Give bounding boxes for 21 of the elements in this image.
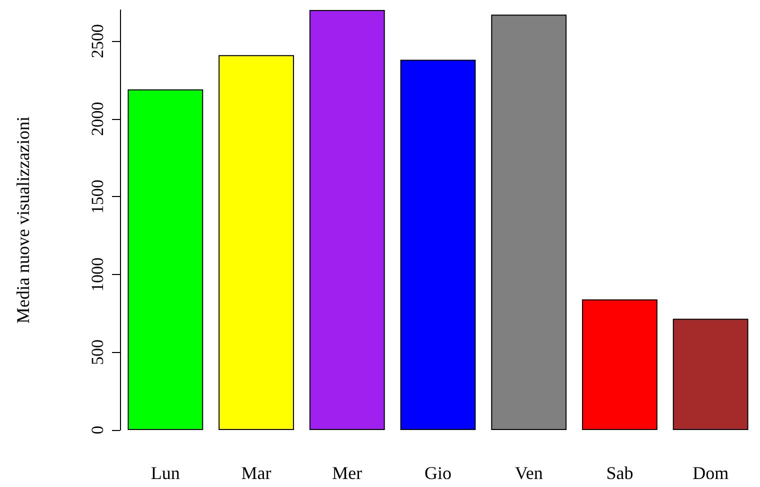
bar (672, 318, 748, 430)
y-tick-label: 2000 (88, 102, 107, 136)
bar (582, 299, 658, 430)
y-axis-title: Media nuove visualizzazioni (13, 116, 33, 324)
bar (128, 89, 204, 430)
x-tick-label: Mer (332, 463, 362, 483)
y-tick-label: 1000 (88, 257, 107, 292)
x-tick-label: Sab (606, 463, 634, 483)
bar (491, 14, 567, 430)
bar (309, 10, 385, 430)
bar (218, 55, 294, 430)
y-tick-label: 1500 (88, 180, 107, 214)
x-tick-label: Mar (241, 463, 272, 483)
x-tick-label: Lun (150, 463, 180, 483)
x-tick-label: Dom (692, 463, 729, 483)
bar (400, 60, 476, 430)
x-tick-label: Gio (424, 463, 452, 483)
x-tick-label: Ven (514, 463, 543, 483)
y-tick-label: 2500 (88, 24, 107, 58)
y-tick-label: 0 (88, 426, 107, 434)
y-tick-label: 500 (88, 339, 107, 365)
